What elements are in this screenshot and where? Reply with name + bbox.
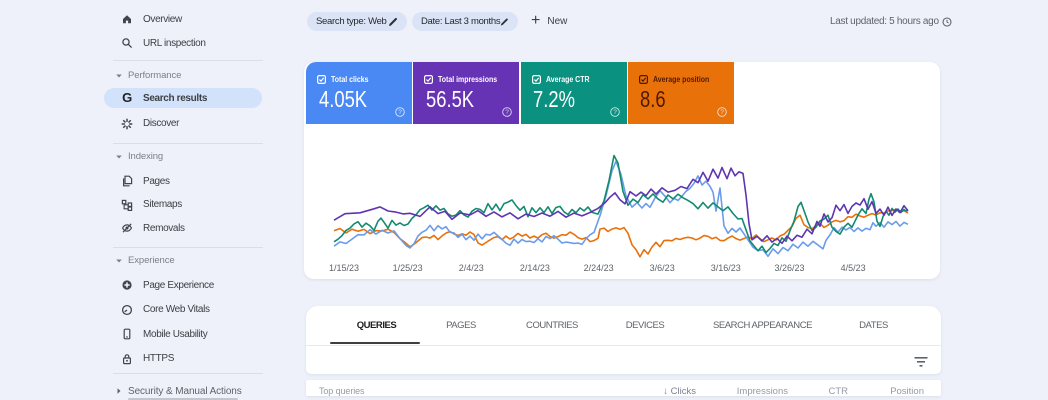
svg-text:?: ? [398,109,402,116]
svg-text:?: ? [613,109,617,116]
svg-text:3/16/23: 3/16/23 [711,263,741,273]
svg-text:1/25/23: 1/25/23 [393,263,423,273]
svg-text:3/6/23: 3/6/23 [650,263,675,273]
svg-text:1/15/23: 1/15/23 [329,263,359,273]
svg-text:?: ? [720,109,724,116]
svg-text:?: ? [505,109,509,116]
svg-text:2/14/23: 2/14/23 [520,263,550,273]
svg-text:2/4/23: 2/4/23 [459,263,484,273]
svg-text:4/5/23: 4/5/23 [841,263,866,273]
svg-text:3/26/23: 3/26/23 [774,263,804,273]
svg-text:2/24/23: 2/24/23 [584,263,614,273]
